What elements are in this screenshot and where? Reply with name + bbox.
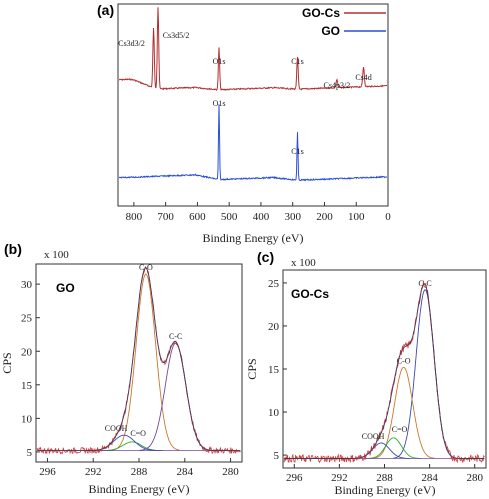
x-tick-label-300: 300 <box>284 211 301 223</box>
panel-c-multiplier: x 100 <box>291 257 316 269</box>
component-label-c-o: C=O <box>130 429 146 438</box>
panel-c-axes: 296 292 288 284 280 5 10 15 20 25 <box>268 278 483 484</box>
panel-c-sample-label: GO-Cs <box>291 287 329 301</box>
x-tick-label-0: 0 <box>385 211 391 223</box>
y-tick-label-5: 5 <box>274 450 280 462</box>
y-tick-label-20: 20 <box>21 346 33 358</box>
component-label-cooh: COOH <box>105 424 128 433</box>
legend-label-go-cs: GO-Cs <box>302 6 340 20</box>
y-tick-label-15: 15 <box>21 380 33 392</box>
y-tick-label-10: 10 <box>268 407 280 419</box>
series-line-go <box>118 104 388 182</box>
panel-b-y-axis-label: CPS <box>0 352 14 373</box>
y-tick-label-25: 25 <box>268 278 280 290</box>
component-label-c-o: C-O <box>397 356 411 365</box>
legend-label-go: GO <box>321 24 340 38</box>
panel-a-legend: GO-Cs GO <box>302 6 386 38</box>
x-tick-label-284: 284 <box>421 472 438 484</box>
panel-a-x-axis: 800 700 600 500 400 300 200 100 0 <box>126 202 391 223</box>
y-tick-label-15: 15 <box>268 364 280 376</box>
panel-b: (b) x 100 GO 296 292 288 284 28051015202530 … <box>0 241 243 496</box>
peak-label-go-cs-o1s: O1s <box>213 57 226 66</box>
x-tick-label-100: 100 <box>348 211 365 223</box>
fit-envelope <box>284 283 485 459</box>
panel-a-x-axis-label: Binding Energy (eV) <box>202 231 303 245</box>
peak-label-go-cs-cs4d: Cs4d <box>355 73 371 82</box>
y-tick-label-20: 20 <box>268 321 280 333</box>
x-tick-label-400: 400 <box>253 211 270 223</box>
y-tick-label-30: 30 <box>21 279 33 291</box>
panel-a: (a) 800 700 600 500 400 300 200 100 0 Binding En… <box>97 2 391 245</box>
x-tick-label-296: 296 <box>286 472 303 484</box>
peak-label-go-cs-c1s: C1s <box>291 57 303 66</box>
measured-spectrum <box>283 280 485 464</box>
panel-c-label: (c) <box>257 249 274 265</box>
x-tick-label-500: 500 <box>221 211 238 223</box>
panel-c-x-axis-label: Binding Energy (eV) <box>334 483 435 497</box>
component-peak-c-c <box>139 342 212 451</box>
x-tick-label-284: 284 <box>177 466 194 478</box>
component-peak-c-o <box>365 437 421 459</box>
panel-b-sample-label: GO <box>56 281 75 295</box>
x-tick-label-292: 292 <box>85 466 102 478</box>
panel-c-plot: C-C C-O C=O COOH <box>283 279 485 464</box>
component-peak-c-o <box>111 273 180 451</box>
x-tick-label-288: 288 <box>131 466 148 478</box>
component-label-c-c: C-C <box>418 279 431 288</box>
panel-b-x-axis-label: Binding Energy (eV) <box>88 482 189 496</box>
fit-envelope <box>37 267 241 452</box>
panel-a-peak-labels: Cs3d3/2 Cs3d5/2 O1s C1s Cs4p3/2 Cs4d O1s C1s <box>118 31 372 156</box>
component-peak-c-o <box>372 366 435 459</box>
panel-c: (c) x 100 GO-Cs 296 292 288 284 280 5 10 15 20 25… <box>245 249 487 497</box>
peak-label-go-o1s: O1s <box>213 99 226 108</box>
x-tick-label-296: 296 <box>39 466 56 478</box>
panel-c-y-axis-label: CPS <box>245 358 259 379</box>
y-tick-label-5: 5 <box>27 447 33 459</box>
panel-b-label: (b) <box>4 241 22 257</box>
y-tick-label-25: 25 <box>21 313 33 325</box>
peak-label-go-cs-cs4p3-2: Cs4p3/2 <box>324 81 351 90</box>
panel-b-axes: 296 292 288 284 280 5 10 15 20 25 30 <box>21 279 239 478</box>
peak-label-go-cs-cs3d5-2: Cs3d5/2 <box>163 31 190 40</box>
x-tick-label-600: 600 <box>189 211 206 223</box>
peak-label-go-cs-cs3d3-2: Cs3d3/2 <box>118 39 145 48</box>
x-tick-label-288: 288 <box>376 472 393 484</box>
x-tick-label-280: 280 <box>222 466 239 478</box>
y-tick-label-10: 10 <box>21 413 33 425</box>
x-tick-label-700: 700 <box>157 211 174 223</box>
component-label-c-o: C=O <box>392 425 408 434</box>
panel-a-frame <box>117 3 389 207</box>
peak-label-go-c1s: C1s <box>291 147 303 156</box>
x-tick-label-200: 200 <box>316 211 333 223</box>
x-tick-label-292: 292 <box>331 472 348 484</box>
component-label-c-c: C-C <box>169 332 182 341</box>
component-label-cooh: COOH <box>362 432 385 441</box>
x-tick-label-800: 800 <box>126 211 143 223</box>
component-label-c-o: C-O <box>139 263 153 272</box>
panel-a-label: (a) <box>97 2 114 18</box>
panel-b-multiplier: x 100 <box>44 249 69 261</box>
series-line-go-cs <box>119 7 388 91</box>
x-tick-label-280: 280 <box>466 472 483 484</box>
